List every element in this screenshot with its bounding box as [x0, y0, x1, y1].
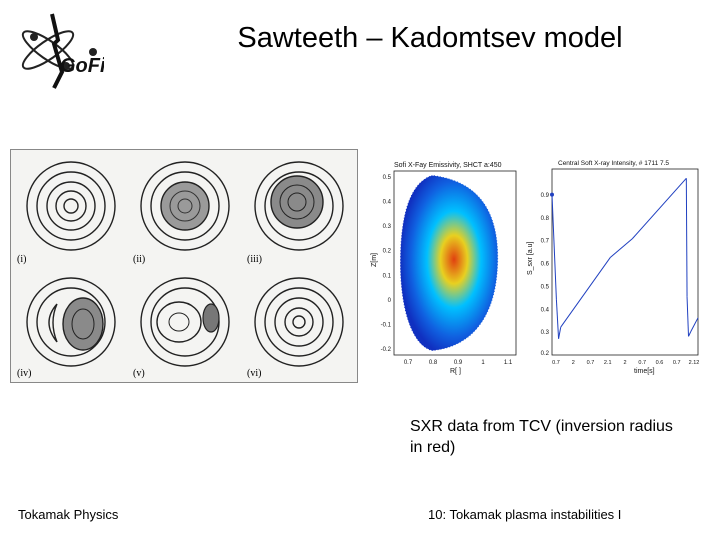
emissivity-ytick: -0.1: [381, 322, 392, 328]
emissivity-xtick: 0.8: [429, 360, 438, 366]
sawtooth-xlabel: time[s]: [634, 368, 655, 375]
emissivity-ytick: 0.1: [383, 273, 392, 279]
sawtooth-xtick: 2.1: [604, 360, 612, 366]
logo-text: GoFi: [60, 55, 104, 77]
sawtooth-line-segment: [560, 257, 611, 328]
emissivity-xtick: 0.9: [454, 360, 463, 366]
sawtooth-line-segment: [688, 331, 692, 337]
emissivity-title: Sofi X-Fay Emissivity, SHCT a:450: [394, 162, 502, 169]
panel-label: (v): [133, 368, 145, 379]
sawtooth-line-segment: [631, 177, 687, 240]
sawtooth-start-point: [550, 192, 554, 197]
sawtooth-xtick: 0.7: [673, 360, 681, 366]
sawtooth-ylabel: S_sxr [a.u]: [527, 241, 534, 275]
footer-lecture: 10: Tokamak plasma instabilities I: [428, 507, 622, 522]
emissivity-xtick: 1: [481, 360, 485, 366]
kadomtsev-cell-i: [26, 161, 116, 251]
sawtooth-ytick: 0.5: [541, 284, 550, 290]
emissivity-ytick: 0: [388, 298, 392, 304]
sawtooth-xtick: 0.6: [656, 360, 664, 366]
sawtooth-line-segment: [690, 317, 699, 332]
sawtooth-ytick: 0.3: [541, 330, 550, 336]
panel-label: (i): [17, 254, 27, 265]
figure-caption: SXR data from TCV (inversion radius in r…: [410, 418, 673, 456]
sawtooth-ytick: 0.2: [541, 351, 550, 357]
emissivity-xlabel: R[ ]: [450, 368, 461, 375]
sawtooth-xtick: 2.12: [689, 360, 700, 366]
sawtooth-line-segment: [685, 178, 688, 297]
kadomtsev-cell-iv: [26, 277, 116, 367]
sawtooth-ytick: 0.7: [541, 239, 550, 245]
emissivity-plot: Sofi X-Fay Emissivity, SHCT a:450 Z[m] R…: [371, 162, 517, 375]
kadomtsev-cell-v: [140, 277, 230, 367]
emissivity-xtick: 0.7: [404, 360, 413, 366]
sawtooth-xtick: 0.7: [638, 360, 646, 366]
emissivity-ytick: 0.3: [383, 224, 392, 230]
emissivity-ytick: 0.4: [383, 200, 392, 206]
kadomtsev-figure: (i) (ii) (iii) (iv) (v) (vi): [10, 149, 358, 383]
sawtooth-xtick: 2: [623, 360, 626, 366]
sawtooth-ytick: 0.6: [541, 262, 550, 268]
panel-label: (iv): [17, 368, 32, 379]
sawtooth-ytick: 0.9: [541, 193, 550, 199]
sawtooth-xtick: 0.7: [552, 360, 560, 366]
sawtooth-xtick: 2: [572, 360, 575, 366]
kadomtsev-cell-vi: [254, 277, 344, 367]
emissivity-ylabel: Z[m]: [371, 253, 378, 267]
sawtooth-line-segment: [558, 327, 562, 339]
slide-title: Sawteeth – Kadomtsev model: [237, 22, 623, 54]
panel-label: (iii): [247, 254, 262, 265]
sawtooth-xtick: 0.7: [587, 360, 595, 366]
emissivity-ytick: -0.2: [381, 347, 392, 353]
sawtooth-line-segment: [555, 299, 560, 339]
kadomtsev-cell-iii: [254, 161, 344, 251]
emissivity-ytick: 0.2: [383, 249, 392, 255]
sawtooth-ytick: 0.8: [541, 216, 550, 222]
gofi-logo-icon: GoFi: [21, 13, 104, 89]
sawtooth-title: Central Soft X-ray Intensity, # 1711 7.5: [558, 160, 669, 167]
sawtooth-line-segment: [686, 296, 690, 337]
sawtooth-plot: Central Soft X-ray Intensity, # 1711 7.5…: [527, 160, 700, 375]
panel-label: (vi): [247, 368, 262, 379]
sawtooth-line-segment: [551, 194, 557, 300]
panel-label: (ii): [133, 254, 146, 265]
kadomtsev-cell-ii: [140, 161, 230, 251]
emissivity-xtick: 1.1: [504, 360, 513, 366]
sawtooth-ytick: 0.4: [541, 307, 550, 313]
sawtooth-line-segment: [610, 238, 633, 258]
footer-course: Tokamak Physics: [18, 507, 119, 522]
emissivity-ytick: 0.5: [383, 175, 392, 181]
